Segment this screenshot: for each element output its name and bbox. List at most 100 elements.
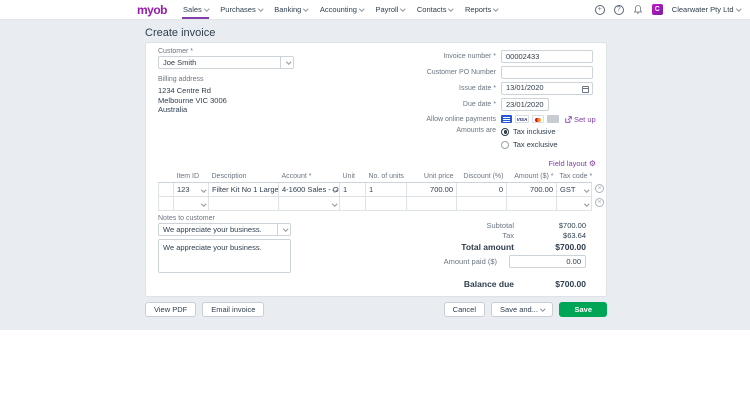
notes-textarea[interactable]: We appreciate your business. [158,239,291,273]
issue-date-field[interactable] [501,82,593,95]
account-cell[interactable] [278,196,340,211]
chevron-down-icon [280,57,293,68]
save-button[interactable]: Save [559,302,607,317]
amount-cell[interactable]: 700.00 [506,182,557,197]
notifications-bell-icon[interactable] [633,4,643,15]
col-unit-price: Unit price [406,171,457,183]
save-and-button[interactable]: Save and... [491,302,554,317]
nav-item-reports[interactable]: Reports [459,0,504,19]
chevron-down-icon [277,224,290,235]
nav-item-banking[interactable]: Banking [268,0,314,19]
visa-icon: VISA [515,115,529,123]
amount-paid-label: Amount paid ($) [443,257,497,266]
external-link-icon [565,115,572,123]
description-cell[interactable] [208,196,279,211]
add-icon[interactable]: + [594,4,605,15]
col-unit: Unit [339,171,366,183]
address-line: Melbourne VIC 3006 [158,95,227,105]
chevron-down-icon [303,6,309,12]
unit-cell[interactable] [339,196,366,211]
unit-price-cell[interactable]: 700.00 [406,182,457,197]
account-cell[interactable]: 4-1600 Sales - Otl [278,182,340,197]
myob-logo[interactable]: myob [137,2,168,17]
view-pdf-button[interactable]: View PDF [145,302,197,317]
email-invoice-button[interactable]: Email invoice [202,302,265,317]
chevron-down-icon [583,187,589,193]
subtotal-label: Subtotal [486,221,514,230]
balance-due-label: Balance due [463,279,514,289]
remove-row-icon[interactable]: × [595,198,604,207]
radio-unselected-icon [501,140,509,149]
field-layout-link[interactable]: Field layout ⚙ [548,159,596,168]
tax-code-cell[interactable]: GST [556,182,592,197]
tax-exclusive-label: Tax exclusive [513,140,558,149]
customer-label: Customer * [158,48,194,55]
notes-label: Notes to customer [158,215,215,222]
tax-code-cell[interactable] [556,196,592,211]
issue-date-input[interactable] [506,83,576,92]
drag-handle-cell[interactable] [158,196,174,211]
total-amount-label: Total amount [461,242,514,252]
calendar-icon[interactable] [582,85,589,93]
chevron-down-icon [583,201,589,207]
chevron-down-icon [200,201,206,207]
table-header-row: Item ID Description Account * Unit No. o… [158,171,592,183]
customer-po-label: Customer PO Number [426,69,496,76]
drag-handle-cell[interactable] [158,182,174,197]
online-payments-setup-link[interactable]: Set up [565,115,596,124]
balance-due-value: $700.00 [555,279,586,289]
customer-po-input[interactable] [501,66,593,79]
units-cell[interactable] [365,196,407,211]
total-amount-value: $700.00 [555,242,586,252]
nav-item-contacts[interactable]: Contacts [411,0,459,19]
footer-right-actions: Cancel Save and... Save [443,302,607,317]
tax-exclusive-option[interactable]: Tax exclusive [501,140,558,149]
tax-label: Tax [502,231,514,240]
nav-item-label: Sales [183,5,202,14]
amount-paid-input[interactable] [509,255,586,268]
company-menu[interactable]: Clearwater Pty Ltd [672,5,741,14]
footer-left-actions: View PDF Email invoice [145,302,265,317]
address-line: 1234 Centre Rd [158,86,211,95]
unit-price-cell[interactable] [406,196,457,211]
table-row: 123 Filter Kit No 1 Large 4-1600 Sales -… [158,182,592,197]
due-date-input[interactable] [501,98,549,111]
unit-cell[interactable]: 1 [339,182,366,197]
billing-address-label: Billing address [158,76,204,83]
company-avatar[interactable]: C [651,4,663,15]
nav-item-sales[interactable]: Sales [177,0,214,19]
remove-row-icon[interactable]: × [595,184,604,193]
discount-cell[interactable] [456,196,507,211]
description-cell[interactable]: Filter Kit No 1 Large [208,182,279,197]
units-cell[interactable]: 1 [365,182,407,197]
radio-selected-icon [501,127,509,136]
nav-item-payroll[interactable]: Payroll [369,0,410,19]
online-payments-label: Allow online payments [426,115,496,123]
col-description: Description [208,171,279,183]
chevron-down-icon [493,6,499,12]
invoice-number-input[interactable] [501,50,593,63]
customer-select[interactable]: Joe Smith [158,56,294,69]
col-tax-code: Tax code * [556,171,592,183]
chevron-down-icon [204,6,210,12]
tax-inclusive-option[interactable]: Tax inclusive [501,127,558,136]
item-id-cell[interactable]: 123 [173,182,209,197]
discount-cell[interactable]: 0 [456,182,507,197]
tax-value: $63.64 [563,231,586,240]
field-layout-label: Field layout [548,159,587,168]
col-item-id: Item ID [173,171,209,183]
nav-item-accounting[interactable]: Accounting [314,0,370,19]
cancel-button[interactable]: Cancel [443,302,486,317]
mastercard-icon [532,115,544,123]
issue-date-label: Issue date * [459,85,496,92]
help-icon[interactable]: ? [613,4,624,15]
amount-cell[interactable] [506,196,557,211]
chevron-down-icon [448,6,454,12]
col-account: Account * [278,171,340,183]
nav-right: + ? C Clearwater Pty Ltd [594,4,741,15]
nav-item-purchases[interactable]: Purchases [214,0,268,19]
item-id-cell[interactable] [173,196,209,211]
notes-select[interactable]: We appreciate your business. [158,223,291,236]
notes-selected-value: We appreciate your business. [163,225,262,234]
